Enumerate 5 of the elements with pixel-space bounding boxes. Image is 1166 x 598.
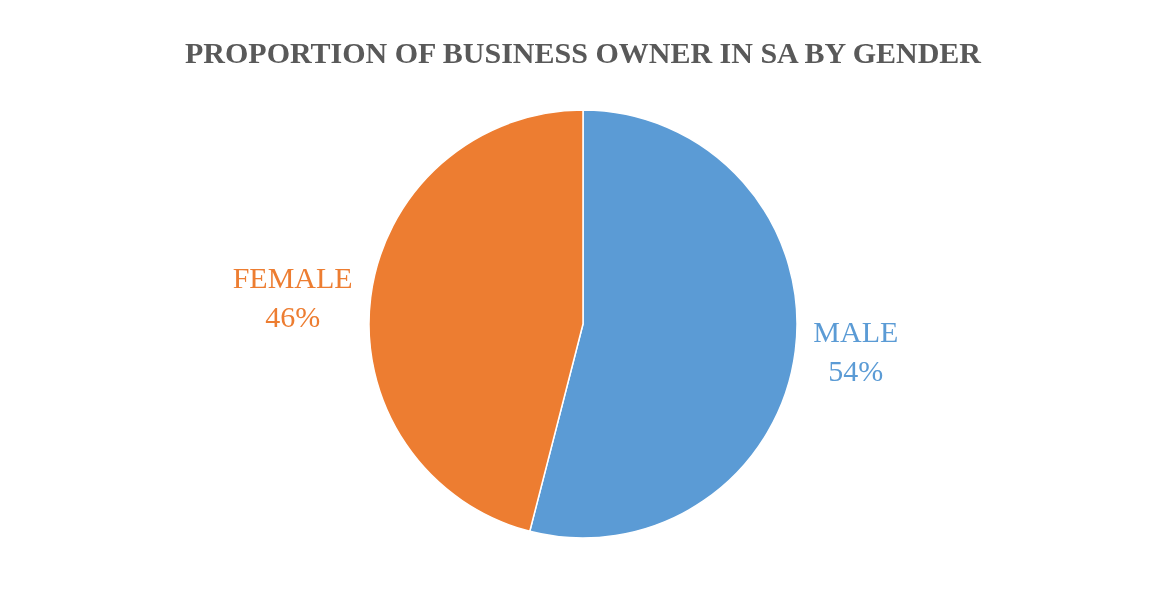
chart-title: PROPORTION OF BUSINESS OWNER IN SA BY GENDER	[184, 35, 982, 69]
slice-label: FEMALE	[232, 260, 353, 294]
slice-label: MALE	[813, 315, 899, 349]
data-label: 46%	[265, 299, 321, 333]
data-label: 54%	[828, 354, 884, 388]
